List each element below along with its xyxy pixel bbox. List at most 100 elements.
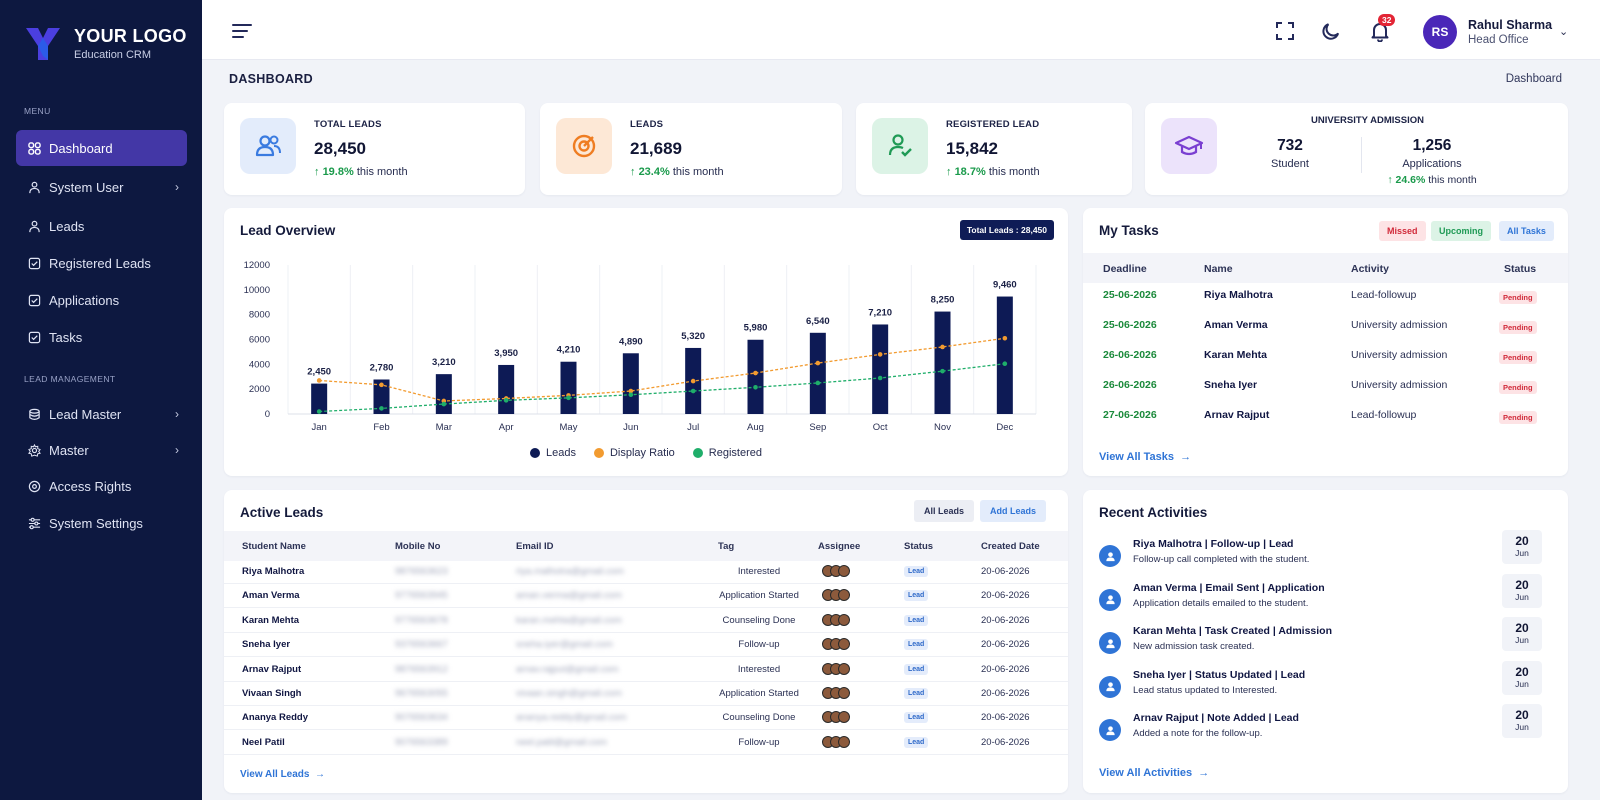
- task-row[interactable]: 26-06-2026 Sneha Iyer University admission…: [1083, 379, 1568, 409]
- lead-tag: Application Started: [719, 590, 799, 602]
- lead-name[interactable]: Aman Verma: [242, 590, 300, 602]
- lead-name[interactable]: Arnav Rajput: [242, 663, 302, 675]
- sidebar-item-tasks[interactable]: Tasks: [16, 319, 187, 355]
- bar-data-label: 7,210: [868, 307, 892, 318]
- task-row[interactable]: 26-06-2026 Karan Mehta University admissio…: [1083, 349, 1568, 379]
- assignee-avatars[interactable]: [822, 662, 850, 675]
- user-name[interactable]: Rahul Sharma: [1468, 18, 1553, 32]
- lead-overview-title: Lead Overview: [240, 223, 336, 238]
- table-row[interactable]: Arnav Rajput 9876563912 arnav.rajput@gmail…: [224, 662, 1068, 688]
- assignee-avatars[interactable]: [822, 735, 850, 748]
- activity-item[interactable]: Riya Malhotra | Follow-up | Lead Follow-u…: [1083, 530, 1568, 578]
- sidebar-item-leads[interactable]: Leads: [16, 208, 187, 244]
- legend-item-registered[interactable]: Registered: [692, 447, 762, 459]
- leads-table-header: Student Name Mobile No Email ID Tag Assi…: [224, 531, 1068, 561]
- table-row[interactable]: Aman Verma 9776563945 aman.verma@gmail.com…: [224, 589, 1068, 614]
- sidebar-item-access-rights[interactable]: Access Rights: [16, 468, 187, 504]
- assignee-avatars[interactable]: [822, 638, 850, 651]
- fullscreen-icon[interactable]: [1274, 20, 1296, 42]
- bar-data-label: 2,780: [370, 362, 394, 373]
- activity-item[interactable]: Sneha Iyer | Status Updated | Lead Lead s…: [1083, 660, 1568, 709]
- view-all-activities-link[interactable]: View All Activities →: [1099, 767, 1210, 779]
- data-point-registered: [753, 385, 758, 390]
- sidebar-item-system-user[interactable]: System User ›: [16, 169, 187, 205]
- activity-item[interactable]: Aman Verma | Email Sent | Application App…: [1083, 573, 1568, 622]
- filter-upcoming-button[interactable]: Upcoming: [1431, 221, 1491, 241]
- assignee-avatars[interactable]: [822, 711, 850, 724]
- assignee-avatars[interactable]: [822, 589, 850, 602]
- assignee-avatars[interactable]: [822, 613, 850, 626]
- lead-name[interactable]: Karan Mehta: [242, 614, 300, 626]
- lead-tag: Application Started: [719, 688, 799, 699]
- breadcrumb[interactable]: Dashboard: [1505, 73, 1562, 85]
- applications-label: Applications: [1402, 158, 1462, 170]
- activity-date: 20 Jun: [1502, 573, 1542, 608]
- activity-title: Riya Malhotra | Follow-up | Lead: [1133, 538, 1294, 550]
- chevron-down-icon[interactable]: ⌄: [1559, 26, 1569, 38]
- y-tick-label: 4000: [249, 359, 270, 370]
- data-point-display-ratio: [1002, 335, 1008, 341]
- legend-item-display-ratio[interactable]: Display Ratio: [593, 447, 675, 459]
- view-all-leads-link[interactable]: View All Leads →: [240, 769, 326, 780]
- task-row[interactable]: 25-06-2026 Riya Malhotra Lead-followup Pend…: [1083, 289, 1568, 319]
- status-badge: Lead: [904, 590, 929, 602]
- dark-mode-icon[interactable]: [1322, 20, 1344, 42]
- add-leads-button[interactable]: Add Leads: [980, 500, 1047, 522]
- x-tick-label: Jan: [312, 422, 327, 433]
- lead-tag: Interested: [737, 566, 781, 577]
- task-name[interactable]: Arnav Rajput: [1204, 409, 1270, 421]
- table-row[interactable]: Neel Patil 9076563389 neel.patil@gmail.com…: [224, 735, 1068, 761]
- filter-missed-button[interactable]: Missed: [1379, 221, 1426, 241]
- status-badge: Lead: [904, 614, 929, 626]
- table-row[interactable]: Vivaan Singh 9676563055 vivaan.singh@gmail…: [224, 687, 1068, 712]
- view-all-tasks-link[interactable]: View All Tasks →: [1099, 451, 1192, 463]
- sidebar-item-label: Registered Leads: [49, 255, 151, 271]
- lead-name[interactable]: Sneha Iyer: [242, 639, 291, 651]
- sidebar-item-label: System Settings: [49, 515, 143, 531]
- sidebar-item-label: Applications: [49, 292, 120, 308]
- table-row[interactable]: Karan Mehta 9776563678 karan.mehta@gmail.c…: [224, 613, 1068, 639]
- user-circle-icon: [1099, 632, 1121, 654]
- all-leads-button[interactable]: All Leads: [914, 500, 975, 522]
- menu-toggle-icon[interactable]: [232, 24, 252, 42]
- sidebar-item-registered-leads[interactable]: Registered Leads: [16, 245, 187, 281]
- lead-tag: Follow-up: [738, 639, 780, 651]
- user-avatar[interactable]: RS: [1423, 15, 1457, 49]
- lead-name[interactable]: Riya Malhotra: [242, 566, 305, 577]
- lead-name[interactable]: Neel Patil: [242, 736, 285, 748]
- stat-value: 28,450: [314, 139, 366, 158]
- brand-logo[interactable]: YOUR LOGO Education CRM: [22, 22, 187, 64]
- logo-mark-icon: [26, 28, 60, 60]
- lead-name[interactable]: Vivaan Singh: [242, 688, 302, 699]
- sidebar-item-label: Access Rights: [49, 478, 132, 494]
- status-badge: Pending: [1499, 351, 1537, 364]
- assignee-avatars[interactable]: [822, 565, 850, 577]
- task-name[interactable]: Riya Malhotra: [1204, 289, 1273, 301]
- lead-name[interactable]: Ananya Reddy: [242, 712, 308, 724]
- table-row[interactable]: Ananya Reddy 9076563634 ananya.reddy@gmail…: [224, 711, 1068, 736]
- sidebar-item-master[interactable]: Master ›: [16, 432, 187, 468]
- activity-item[interactable]: Arnav Rajput | Note Added | Lead Added a …: [1083, 704, 1568, 752]
- task-name[interactable]: Sneha Iyer: [1204, 379, 1258, 391]
- lead-management-heading: LEAD MANAGEMENT: [24, 374, 116, 384]
- lead-mobile: 9776563678: [395, 614, 448, 626]
- sidebar-item-dashboard[interactable]: Dashboard: [16, 130, 187, 166]
- activity-title: Arnav Rajput | Note Added | Lead: [1133, 712, 1299, 724]
- sidebar-item-lead-master[interactable]: Lead Master ›: [16, 396, 187, 432]
- sidebar-item-system-settings[interactable]: System Settings: [16, 505, 187, 541]
- task-name[interactable]: Karan Mehta: [1204, 349, 1268, 361]
- lead-mobile: 9076563389: [395, 736, 448, 748]
- table-row[interactable]: Sneha Iyer 9376563667 sneha.iyer@gmail.com…: [224, 638, 1068, 663]
- task-row[interactable]: 25-06-2026 Aman Verma University admission…: [1083, 319, 1568, 349]
- task-name[interactable]: Aman Verma: [1204, 319, 1268, 331]
- table-row[interactable]: Riya Malhotra 9876563623 riya.malhotra@gma…: [224, 565, 1068, 590]
- lead-created-date: 20-06-2026: [981, 736, 1030, 748]
- sidebar-item-applications[interactable]: Applications: [16, 282, 187, 318]
- filter-all-tasks-button[interactable]: All Tasks: [1499, 221, 1554, 241]
- assignee-avatars[interactable]: [822, 687, 850, 699]
- stat-trend: ↑ 19.8% this month: [314, 166, 408, 178]
- legend-item-leads[interactable]: Leads: [530, 447, 576, 459]
- activity-item[interactable]: Karan Mehta | Task Created | Admission Ne…: [1083, 617, 1568, 665]
- task-row[interactable]: 27-06-2026 Arnav Rajput Lead-followup Pendi…: [1083, 409, 1568, 439]
- task-activity: Lead-followup: [1351, 409, 1417, 421]
